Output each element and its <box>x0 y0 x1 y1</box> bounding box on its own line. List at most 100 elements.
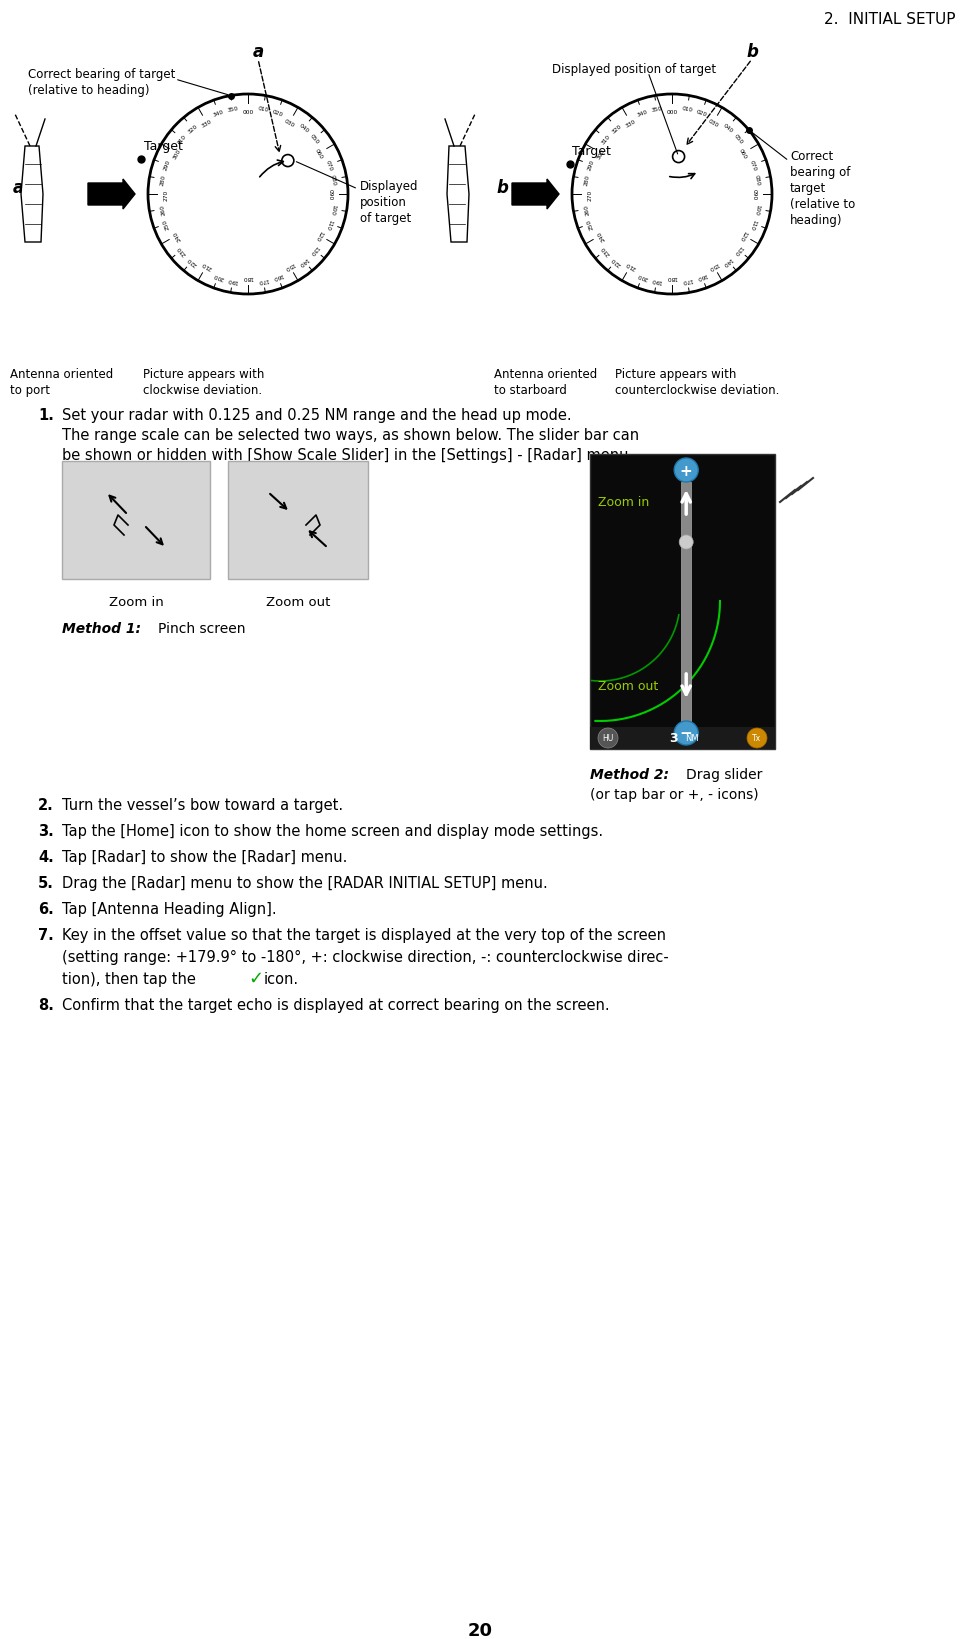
Text: Tap the [Home] icon to show the home screen and display mode settings.: Tap the [Home] icon to show the home scr… <box>62 823 604 839</box>
Text: 170: 170 <box>258 277 269 284</box>
FancyArrow shape <box>512 180 559 210</box>
Text: 230: 230 <box>176 244 187 256</box>
Text: 070: 070 <box>325 159 333 172</box>
Text: 180: 180 <box>242 274 254 279</box>
Text: 150: 150 <box>707 261 719 270</box>
Text: 060: 060 <box>314 148 324 161</box>
Text: 320: 320 <box>186 123 198 134</box>
Text: 100: 100 <box>753 203 760 216</box>
Text: 040: 040 <box>722 123 733 134</box>
Text: Correct
bearing of
target
(relative to
heading): Correct bearing of target (relative to h… <box>790 149 855 226</box>
Text: 070: 070 <box>749 159 757 172</box>
Text: 080: 080 <box>753 174 760 185</box>
Text: 330: 330 <box>625 120 637 129</box>
Text: 250: 250 <box>586 218 595 231</box>
Text: 010: 010 <box>681 107 693 113</box>
Text: Method 1:: Method 1: <box>62 621 141 636</box>
Text: Tap [Antenna Heading Align].: Tap [Antenna Heading Align]. <box>62 901 277 916</box>
Bar <box>681 484 691 721</box>
Polygon shape <box>21 148 43 243</box>
Text: 210: 210 <box>201 261 213 270</box>
FancyArrow shape <box>88 180 135 210</box>
Text: 290: 290 <box>586 159 595 172</box>
Text: The range scale can be selected two ways, as shown below. The slider bar can: The range scale can be selected two ways… <box>62 428 639 443</box>
Text: (setting range: +179.9° to -180°, +: clockwise direction, -: counterclockwise di: (setting range: +179.9° to -180°, +: clo… <box>62 949 669 964</box>
Text: 200: 200 <box>212 272 225 280</box>
Text: Pinch screen: Pinch screen <box>158 621 245 636</box>
Text: ✓: ✓ <box>248 969 263 987</box>
Text: 020: 020 <box>271 110 283 118</box>
Text: 270: 270 <box>163 188 168 200</box>
Circle shape <box>675 721 699 746</box>
Text: +: + <box>679 464 693 479</box>
Text: 200: 200 <box>636 272 649 280</box>
Text: (or tap bar or +, - icons): (or tap bar or +, - icons) <box>590 787 758 801</box>
Text: 5.: 5. <box>38 875 54 890</box>
Text: 2.: 2. <box>38 798 54 813</box>
Circle shape <box>679 536 693 549</box>
Text: Key in the offset value so that the target is displayed at the very top of the s: Key in the offset value so that the targ… <box>62 928 666 942</box>
Text: 290: 290 <box>162 159 171 172</box>
Text: 040: 040 <box>298 123 309 134</box>
Circle shape <box>598 729 618 749</box>
Text: a: a <box>253 43 263 61</box>
Text: 130: 130 <box>733 244 744 256</box>
Text: 7.: 7. <box>38 928 54 942</box>
Text: 030: 030 <box>707 120 719 129</box>
Text: 090: 090 <box>752 188 756 200</box>
Text: a: a <box>12 179 24 197</box>
Text: 340: 340 <box>212 110 225 118</box>
Text: 220: 220 <box>610 256 623 267</box>
Text: 250: 250 <box>162 218 171 231</box>
Text: Tap [Radar] to show the [Radar] menu.: Tap [Radar] to show the [Radar] menu. <box>62 849 347 864</box>
Text: 300: 300 <box>172 148 182 161</box>
Text: Antenna oriented
to port: Antenna oriented to port <box>10 367 113 397</box>
Text: 100: 100 <box>330 203 336 216</box>
Text: Zoom in: Zoom in <box>598 497 650 510</box>
Text: −: − <box>679 726 693 741</box>
Text: 010: 010 <box>258 107 269 113</box>
Text: 080: 080 <box>330 174 336 185</box>
Text: Confirm that the target echo is displayed at correct bearing on the screen.: Confirm that the target echo is displaye… <box>62 998 609 1013</box>
Text: Zoom in: Zoom in <box>109 595 163 608</box>
Text: Target: Target <box>572 144 611 157</box>
Text: 280: 280 <box>160 174 166 185</box>
Text: Target: Target <box>144 139 183 152</box>
Text: 6.: 6. <box>38 901 54 916</box>
Text: Turn the vessel’s bow toward a target.: Turn the vessel’s bow toward a target. <box>62 798 343 813</box>
Text: 240: 240 <box>172 229 182 243</box>
Text: 120: 120 <box>314 229 324 243</box>
Bar <box>62 462 210 580</box>
Text: Zoom out: Zoom out <box>266 595 331 608</box>
Text: 060: 060 <box>738 148 748 161</box>
Text: 110: 110 <box>749 218 757 231</box>
Circle shape <box>747 729 767 749</box>
Text: 350: 350 <box>227 107 239 113</box>
Text: 2.  INITIAL SETUP: 2. INITIAL SETUP <box>824 11 955 26</box>
Text: 000: 000 <box>666 110 678 115</box>
Text: 190: 190 <box>227 277 239 284</box>
Text: 260: 260 <box>160 203 166 216</box>
Text: 110: 110 <box>325 218 333 231</box>
Text: Displayed
position
of target: Displayed position of target <box>360 180 418 225</box>
Text: Zoom out: Zoom out <box>598 680 658 693</box>
Text: Drag slider: Drag slider <box>686 767 762 782</box>
Text: 140: 140 <box>722 256 733 267</box>
Text: 220: 220 <box>186 256 198 267</box>
Text: Picture appears with
counterclockwise deviation.: Picture appears with counterclockwise de… <box>615 367 779 397</box>
Text: 160: 160 <box>696 272 707 280</box>
Text: NM: NM <box>685 734 699 742</box>
Text: Drag the [Radar] menu to show the [RADAR INITIAL SETUP] menu.: Drag the [Radar] menu to show the [RADAR… <box>62 875 548 890</box>
Text: 310: 310 <box>601 133 611 146</box>
Bar <box>590 454 775 749</box>
Text: Antenna oriented
to starboard: Antenna oriented to starboard <box>494 367 597 397</box>
Text: 130: 130 <box>308 244 320 256</box>
Text: 030: 030 <box>283 120 295 129</box>
Text: Picture appears with
clockwise deviation.: Picture appears with clockwise deviation… <box>143 367 264 397</box>
Text: Tx: Tx <box>752 734 761 742</box>
Text: Set your radar with 0.125 and 0.25 NM range and the head up mode.: Set your radar with 0.125 and 0.25 NM ra… <box>62 408 572 423</box>
Text: 120: 120 <box>738 229 748 243</box>
Text: b: b <box>746 43 758 61</box>
Text: 160: 160 <box>272 272 283 280</box>
Text: Correct bearing of target
(relative to heading): Correct bearing of target (relative to h… <box>28 67 175 97</box>
